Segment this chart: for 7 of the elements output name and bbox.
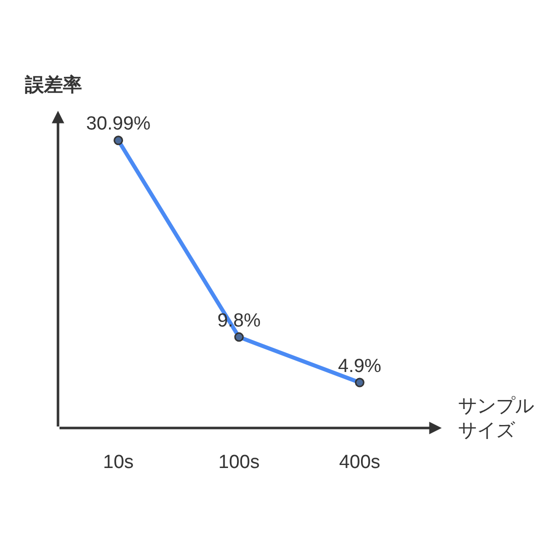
x-tick-label: 100s (218, 452, 260, 473)
data-label: 4.9% (338, 356, 382, 377)
y-axis-title: 誤差率 (24, 74, 82, 96)
data-label: 30.99% (86, 114, 151, 135)
x-axis-title: サンプルサイズ (458, 396, 534, 442)
x-tick-label: 10s (103, 452, 134, 473)
x-tick-label: 400s (339, 452, 380, 473)
